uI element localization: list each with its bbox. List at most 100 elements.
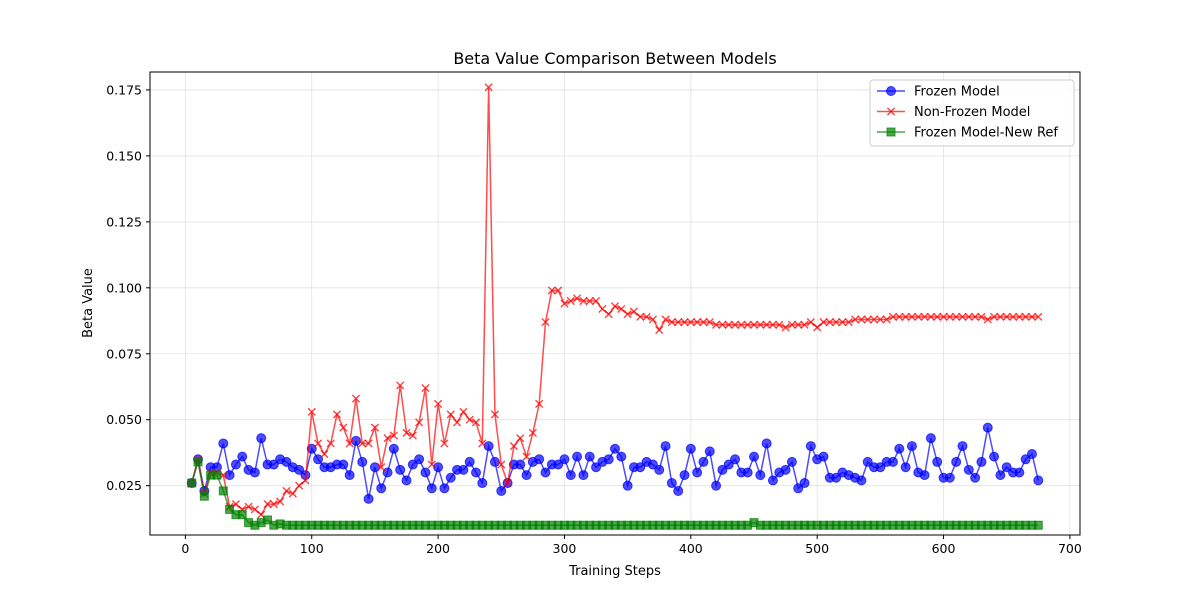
data-point-frozen-model [294,464,305,475]
y-tick-label: 0.125 [106,214,142,229]
data-point-frozen-model [388,443,399,454]
data-point-non-frozen-model [730,320,740,329]
data-point-non-frozen-model [655,325,664,335]
data-point-non-frozen-model [452,418,462,427]
data-point-non-frozen-model [1027,312,1037,321]
data-point-non-frozen-model [813,323,822,332]
data-point-non-frozen-model [971,312,980,321]
data-point-frozen-model [666,478,677,489]
data-point-non-frozen-model [591,296,601,306]
data-point-frozen-model-new-ref [225,504,235,514]
data-point-frozen-model [268,459,279,470]
data-point-non-frozen-model [307,407,316,416]
data-point-frozen-model [407,459,418,470]
data-point-non-frozen-model [762,320,771,329]
y-tick-label: 0.100 [106,280,142,295]
data-point-non-frozen-model [516,434,525,443]
data-point-frozen-model [256,433,267,444]
data-point-frozen-model [477,478,488,489]
data-point-non-frozen-model [699,318,708,327]
data-point-non-frozen-model [490,410,500,419]
data-point-frozen-model [616,451,627,462]
series-layer [186,83,1044,530]
data-point-non-frozen-model [718,320,727,329]
data-point-non-frozen-model [440,439,449,448]
data-point-non-frozen-model [585,296,594,306]
y-tick-label: 0.025 [106,478,142,493]
data-point-frozen-model [717,464,728,475]
data-point-non-frozen-model [901,312,910,321]
data-point-non-frozen-model [674,318,683,327]
data-point-frozen-model-new-ref [237,510,247,520]
data-point-non-frozen-model [863,315,872,324]
data-point-non-frozen-model [351,394,361,403]
data-point-non-frozen-model [914,312,923,321]
data-point-frozen-model [540,467,551,478]
data-point-frozen-model [591,462,602,473]
data-point-frozen-model [464,456,475,467]
data-point-frozen-model [944,472,955,483]
data-point-non-frozen-model [579,296,588,306]
data-point-frozen-model [1033,475,1044,486]
data-point-frozen-model [976,456,987,467]
data-point-non-frozen-model [402,428,411,437]
data-point-non-frozen-model [819,318,828,327]
data-point-frozen-model [989,451,1000,462]
data-point-non-frozen-model [996,312,1005,321]
data-point-frozen-model [748,451,759,462]
data-point-frozen-model [673,485,684,496]
data-point-non-frozen-model [636,312,645,321]
x-tick-label: 400 [679,541,703,556]
x-tick-label: 500 [805,541,829,556]
data-point-non-frozen-model [566,296,575,306]
data-point-non-frozen-model [983,315,992,324]
data-point-non-frozen-model [952,312,961,321]
data-point-non-frozen-model [1008,312,1018,321]
data-point-frozen-model [553,459,564,470]
data-point-non-frozen-model [383,434,392,443]
data-point-non-frozen-model [509,441,519,451]
data-point-frozen-model [805,441,816,452]
data-point-frozen-model [572,451,583,462]
y-tick-label: 0.150 [106,148,142,163]
data-point-non-frozen-model [623,310,632,319]
x-axis-label: Training Steps [568,564,661,579]
data-point-non-frozen-model [535,399,544,408]
data-point-non-frozen-model [560,299,569,308]
data-point-non-frozen-model [415,418,424,427]
chart-title: Beta Value Comparison Between Models [453,49,776,68]
data-point-non-frozen-model [749,320,759,329]
data-point-non-frozen-model [370,423,380,432]
data-point-frozen-model [376,483,387,494]
data-point-frozen-model [654,464,665,475]
data-point-non-frozen-model [446,410,455,419]
data-point-frozen-model [521,470,532,481]
data-point-frozen-model [799,478,810,489]
data-point-non-frozen-model [1002,312,1011,321]
data-point-frozen-model [951,456,962,467]
data-point-frozen-model [401,475,412,486]
data-point-frozen-model [578,470,589,481]
x-tick-label: 700 [1058,541,1082,556]
data-point-non-frozen-model [358,439,367,448]
data-point-non-frozen-model [1034,312,1043,321]
y-tick-label: 0.075 [106,346,142,361]
data-point-frozen-model [445,472,456,483]
data-point-frozen-model [458,464,469,475]
data-point-frozen-model [723,459,734,470]
data-point-frozen-model [742,467,753,478]
data-point-frozen-model [793,483,804,494]
data-point-frozen-model [647,459,658,470]
data-point-frozen-model [932,456,943,467]
data-point-non-frozen-model [547,286,556,295]
data-point-frozen-model [761,438,772,449]
data-point-frozen-model [559,454,570,465]
data-point-frozen-model [610,443,620,454]
data-point-non-frozen-model [1015,312,1024,321]
data-point-frozen-model [862,456,873,467]
data-point-frozen-model [856,475,867,486]
data-point-non-frozen-model [484,83,493,92]
data-point-non-frozen-model [377,463,386,472]
data-point-frozen-model [414,454,425,465]
data-point-non-frozen-model [313,439,323,448]
